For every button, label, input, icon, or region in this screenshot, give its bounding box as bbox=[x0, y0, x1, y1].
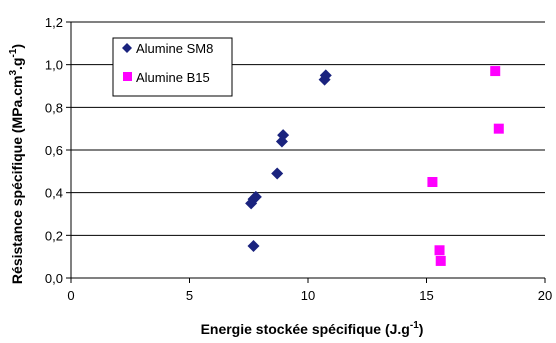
x-axis-title: Energie stockée spécifique (J.g-1) bbox=[201, 320, 424, 337]
y-tick-label: 0,0 bbox=[45, 271, 63, 286]
legend: Alumine SM8 Alumine B15 bbox=[112, 37, 233, 97]
data-point-b15 bbox=[490, 66, 501, 77]
x-axis-title-sup: -1 bbox=[410, 320, 419, 331]
y-tick-label: 0,6 bbox=[45, 143, 63, 158]
x-tick-label: 0 bbox=[67, 288, 74, 303]
legend-marker-b15 bbox=[123, 72, 132, 81]
legend-box bbox=[112, 37, 233, 97]
y-axis-title-end: ) bbox=[9, 44, 25, 49]
data-point-b15 bbox=[493, 123, 504, 134]
y-axis-title: Résistance spécifique (MPa.cm3.g-1) bbox=[8, 44, 25, 284]
data-point-sm8 bbox=[271, 167, 284, 180]
data-point-sm8 bbox=[247, 240, 260, 252]
y-tick-label: 1,2 bbox=[45, 15, 63, 30]
data-point-sm8 bbox=[319, 69, 332, 82]
data-point-sm8 bbox=[249, 190, 262, 203]
y-axis-title-main: Résistance spécifique (MPa.cm bbox=[9, 76, 25, 285]
data-point-b15 bbox=[434, 245, 445, 256]
legend-label-b15: Alumine B15 bbox=[136, 70, 210, 85]
x-axis-title-end: ) bbox=[419, 321, 424, 337]
y-tick-label: 0,8 bbox=[45, 100, 63, 115]
legend-marker-sm8 bbox=[122, 43, 132, 53]
data-point-b15 bbox=[427, 177, 438, 187]
x-axis-title-main: Energie stockée spécifique (J.g bbox=[201, 321, 410, 337]
x-tick-label: 20 bbox=[538, 288, 552, 303]
y-axis-title-mid: .g bbox=[9, 58, 25, 70]
y-tick-label: 0,2 bbox=[45, 228, 63, 243]
ticks-layer: 0,0 0,2 0,4 0,6 0,8 1,0 1,2 0 5 10 15 20 bbox=[45, 15, 552, 303]
x-tick-label: 10 bbox=[301, 288, 315, 303]
y-tick-label: 1,0 bbox=[45, 58, 63, 73]
y-tick-label: 0,4 bbox=[45, 186, 63, 201]
data-point-sm8 bbox=[277, 129, 290, 142]
x-tick-label: 5 bbox=[186, 288, 193, 303]
legend-label-sm8: Alumine SM8 bbox=[136, 41, 213, 56]
y-axis-title-sup1: 3 bbox=[8, 70, 19, 76]
x-tick-label: 15 bbox=[419, 288, 433, 303]
y-axis-title-sup2: -1 bbox=[8, 48, 19, 57]
data-point-b15 bbox=[435, 255, 446, 266]
points-layer bbox=[245, 66, 504, 266]
